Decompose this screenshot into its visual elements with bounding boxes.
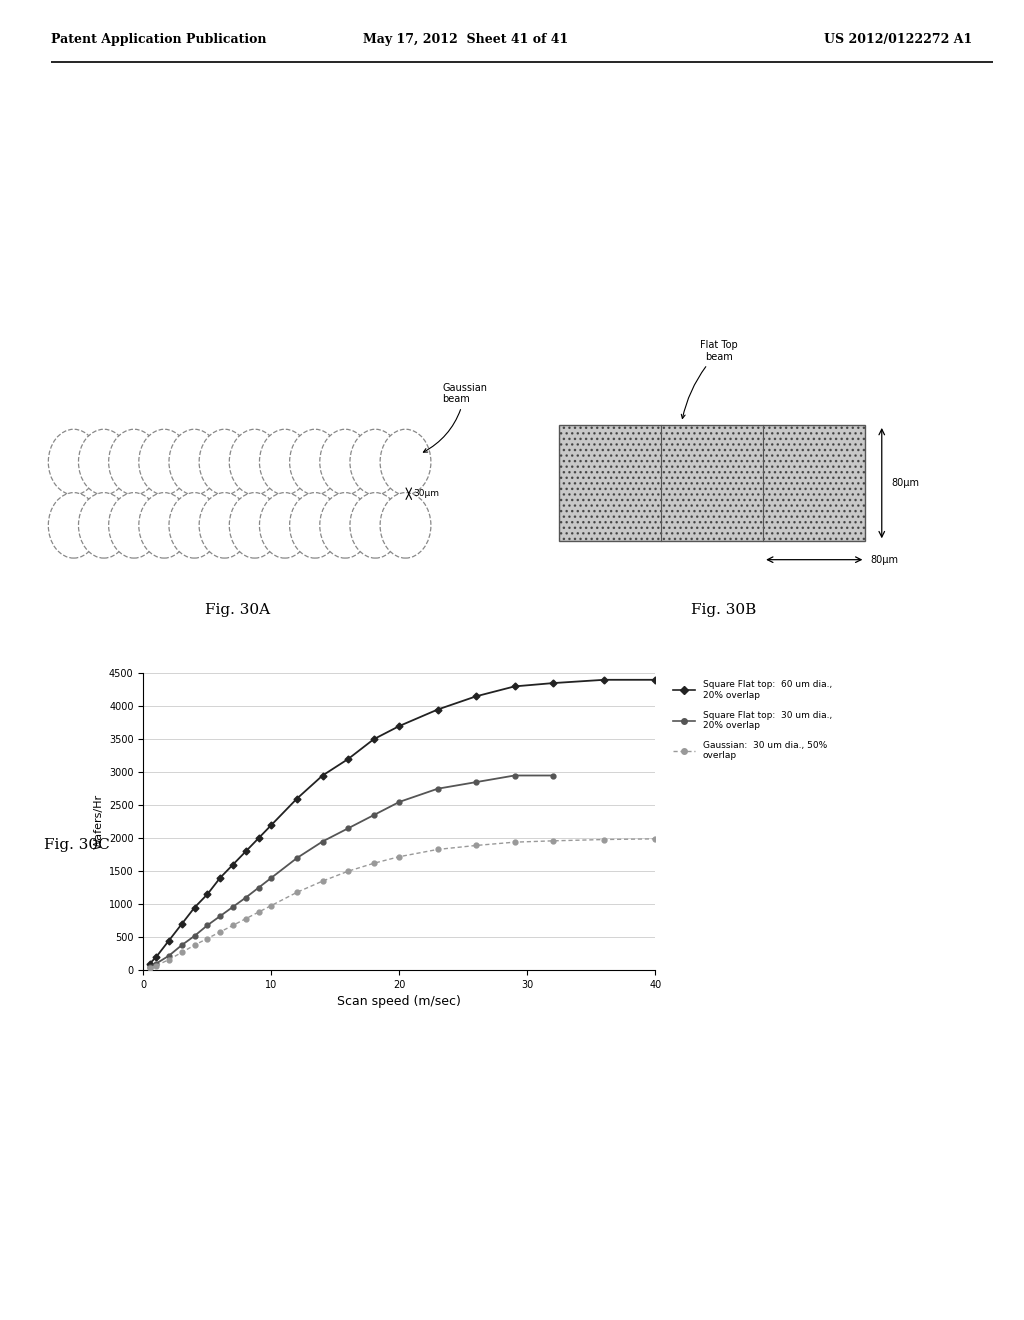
Circle shape [79, 492, 129, 558]
Circle shape [79, 429, 129, 495]
Circle shape [109, 429, 160, 495]
Circle shape [199, 492, 250, 558]
Circle shape [380, 492, 431, 558]
Circle shape [48, 429, 99, 495]
Y-axis label: Wafers/Hr: Wafers/Hr [93, 795, 103, 849]
Circle shape [380, 429, 431, 495]
Bar [559, 425, 865, 541]
Circle shape [229, 492, 281, 558]
Text: 80μm: 80μm [891, 478, 920, 488]
Circle shape [229, 429, 281, 495]
Circle shape [259, 492, 310, 558]
Text: Patent Application Publication: Patent Application Publication [51, 33, 266, 46]
X-axis label: Scan speed (m/sec): Scan speed (m/sec) [338, 995, 461, 1008]
Circle shape [350, 429, 400, 495]
Legend: Square Flat top:  60 um dia.,
20% overlap, Square Flat top:  30 um dia.,
20% ove: Square Flat top: 60 um dia., 20% overlap… [670, 677, 835, 763]
Circle shape [199, 429, 250, 495]
Text: Fig. 30A: Fig. 30A [205, 603, 270, 616]
Text: 30μm: 30μm [414, 490, 439, 498]
Text: May 17, 2012  Sheet 41 of 41: May 17, 2012 Sheet 41 of 41 [364, 33, 568, 46]
Circle shape [48, 492, 99, 558]
Text: Flat Top
beam: Flat Top beam [681, 341, 738, 418]
Text: Fig. 30B: Fig. 30B [691, 603, 757, 616]
Circle shape [259, 429, 310, 495]
Circle shape [290, 429, 340, 495]
Text: Gaussian
beam: Gaussian beam [423, 383, 487, 453]
Circle shape [319, 429, 371, 495]
Circle shape [139, 429, 189, 495]
Text: US 2012/0122272 A1: US 2012/0122272 A1 [823, 33, 972, 46]
Circle shape [109, 492, 160, 558]
Circle shape [169, 429, 220, 495]
Text: Fig. 30C: Fig. 30C [44, 838, 110, 851]
Text: 80μm: 80μm [870, 554, 898, 565]
Circle shape [169, 492, 220, 558]
Circle shape [290, 492, 340, 558]
Circle shape [139, 492, 189, 558]
Circle shape [350, 492, 400, 558]
Circle shape [319, 492, 371, 558]
